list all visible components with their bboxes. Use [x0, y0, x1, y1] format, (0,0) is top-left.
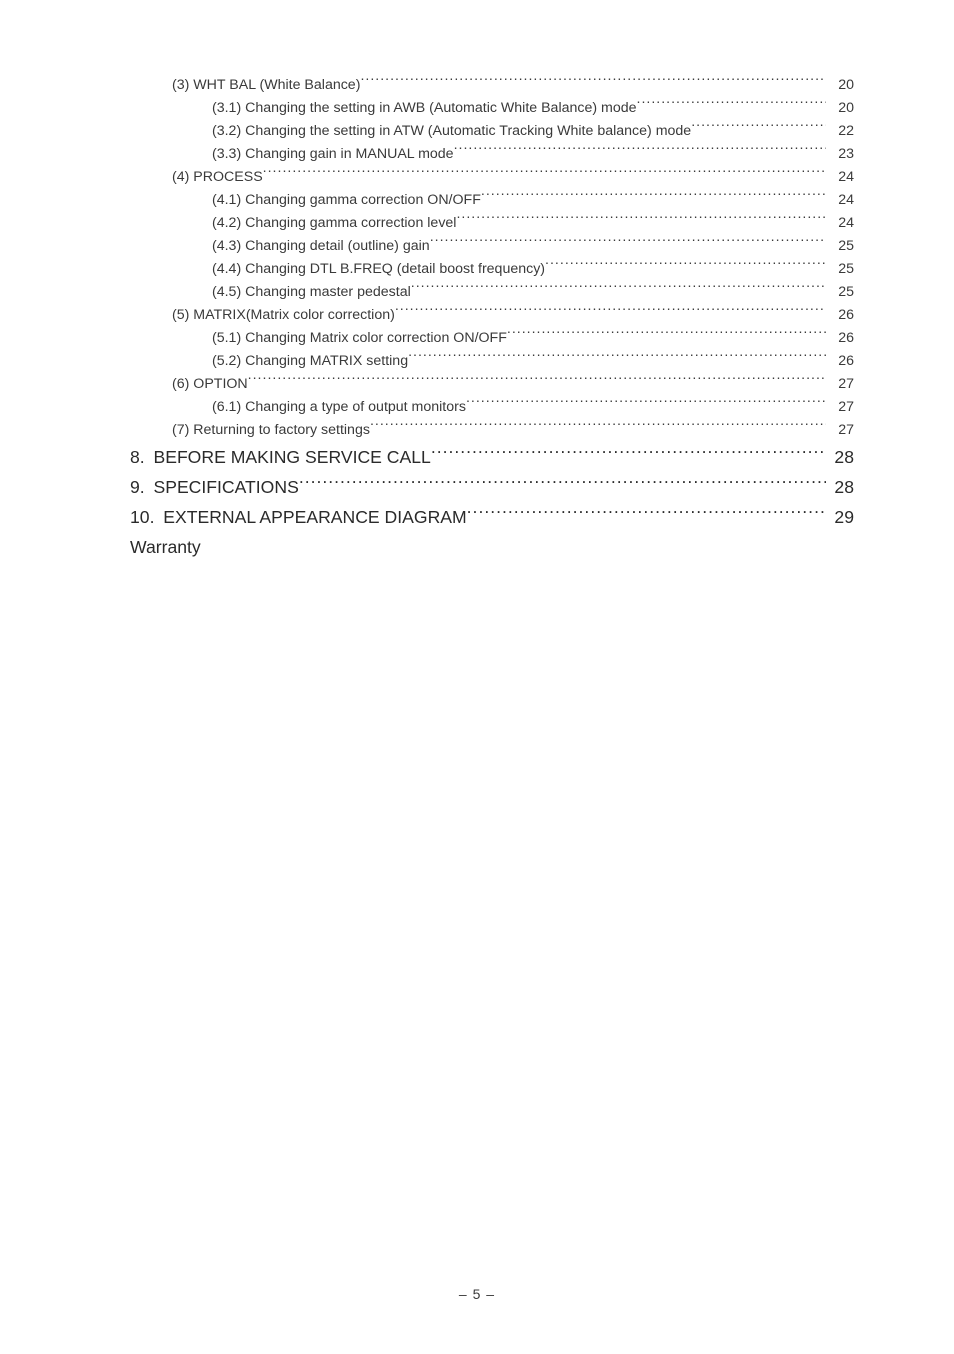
toc-leader [263, 167, 826, 181]
toc-page: 28 [826, 472, 854, 502]
toc-row: (3.3) Changing gain in MANUAL mode 23 [130, 143, 854, 166]
toc-label: (4.1) Changing gamma correction ON/OFF [212, 189, 481, 212]
toc-leader [395, 305, 826, 319]
toc-page: 27 [826, 419, 854, 442]
toc-page: 24 [826, 166, 854, 189]
toc-page: 26 [826, 304, 854, 327]
toc-leader [507, 328, 826, 342]
toc-row: (7) Returning to factory settings 27 [130, 419, 854, 442]
toc-label: (4.4) Changing DTL B.FREQ (detail boost … [212, 258, 545, 281]
toc-label: (7) Returning to factory settings [172, 419, 370, 442]
toc-page: 29 [826, 502, 854, 532]
toc-page: 20 [826, 74, 854, 97]
toc-row: 10. EXTERNAL APPEARANCE DIAGRAM 29 [130, 502, 854, 532]
toc-label: (5.2) Changing MATRIX setting [212, 350, 408, 373]
toc-row: (4.2) Changing gamma correction level 24 [130, 212, 854, 235]
toc-page: 25 [826, 258, 854, 281]
toc-page: 25 [826, 281, 854, 304]
toc-leader [430, 236, 826, 250]
toc-label: (3) WHT BAL (White Balance) [172, 74, 360, 97]
toc-row: (4.3) Changing detail (outline) gain 25 [130, 235, 854, 258]
toc-page: 28 [826, 442, 854, 472]
toc-row: (4) PROCESS 24 [130, 166, 854, 189]
toc-label: (4) PROCESS [172, 166, 263, 189]
toc-page: 25 [826, 235, 854, 258]
toc-label: 8. BEFORE MAKING SERVICE CALL [130, 442, 431, 472]
toc-leader [545, 259, 826, 273]
warranty-line: Warranty [130, 532, 854, 562]
toc-label: (4.5) Changing master pedestal [212, 281, 411, 304]
toc-label: (3.1) Changing the setting in AWB (Autom… [212, 97, 637, 120]
toc-label: (6) OPTION [172, 373, 248, 396]
toc-row: (3) WHT BAL (White Balance) 20 [130, 74, 854, 97]
toc-leader [248, 374, 826, 388]
toc-page: 24 [826, 212, 854, 235]
toc-row: (5.1) Changing Matrix color correction O… [130, 327, 854, 350]
toc-page: 26 [826, 350, 854, 373]
toc-label: (6.1) Changing a type of output monitors [212, 396, 466, 419]
toc-leader [408, 351, 826, 365]
toc-row: (6) OPTION 27 [130, 373, 854, 396]
toc-leader [431, 445, 826, 463]
toc-row: (4.4) Changing DTL B.FREQ (detail boost … [130, 258, 854, 281]
toc-row: (6.1) Changing a type of output monitors… [130, 396, 854, 419]
toc-label: (4.3) Changing detail (outline) gain [212, 235, 430, 258]
toc-page: 22 [826, 120, 854, 143]
toc-page: 27 [826, 396, 854, 419]
toc-label: (3.3) Changing gain in MANUAL mode [212, 143, 454, 166]
toc-row: 8. BEFORE MAKING SERVICE CALL 28 [130, 442, 854, 472]
toc-leader [467, 505, 826, 523]
toc-leader [360, 75, 826, 89]
toc-label: (3.2) Changing the setting in ATW (Autom… [212, 120, 691, 143]
toc-page: 24 [826, 189, 854, 212]
toc-leader [466, 397, 826, 411]
toc-leader [454, 144, 826, 158]
warranty-label: Warranty [130, 537, 201, 557]
toc-leader [456, 213, 826, 227]
toc-leader [411, 282, 826, 296]
toc-page: 27 [826, 373, 854, 396]
toc-row: (4.5) Changing master pedestal 25 [130, 281, 854, 304]
toc-row: (3.1) Changing the setting in AWB (Autom… [130, 97, 854, 120]
toc-leader [370, 420, 826, 434]
toc-label: (4.2) Changing gamma correction level [212, 212, 456, 235]
toc-label: (5.1) Changing Matrix color correction O… [212, 327, 507, 350]
toc-label: (5) MATRIX(Matrix color correction) [172, 304, 395, 327]
page-container: (3) WHT BAL (White Balance) 20 (3.1) Chang… [0, 0, 954, 562]
toc-row: (3.2) Changing the setting in ATW (Autom… [130, 120, 854, 143]
toc-leader [691, 121, 826, 135]
toc-row: 9. SPECIFICATIONS 28 [130, 472, 854, 502]
toc-row: (5.2) Changing MATRIX setting 26 [130, 350, 854, 373]
toc-leader [637, 98, 826, 112]
toc-leader [299, 475, 826, 493]
toc-label: 9. SPECIFICATIONS [130, 472, 299, 502]
toc-page: 26 [826, 327, 854, 350]
table-of-contents: (3) WHT BAL (White Balance) 20 (3.1) Chang… [130, 74, 854, 532]
toc-label: 10. EXTERNAL APPEARANCE DIAGRAM [130, 502, 467, 532]
toc-page: 20 [826, 97, 854, 120]
toc-page: 23 [826, 143, 854, 166]
toc-row: (4.1) Changing gamma correction ON/OFF 2… [130, 189, 854, 212]
toc-row: (5) MATRIX(Matrix color correction) 26 [130, 304, 854, 327]
page-number: – 5 – [0, 1286, 954, 1302]
toc-leader [481, 190, 826, 204]
